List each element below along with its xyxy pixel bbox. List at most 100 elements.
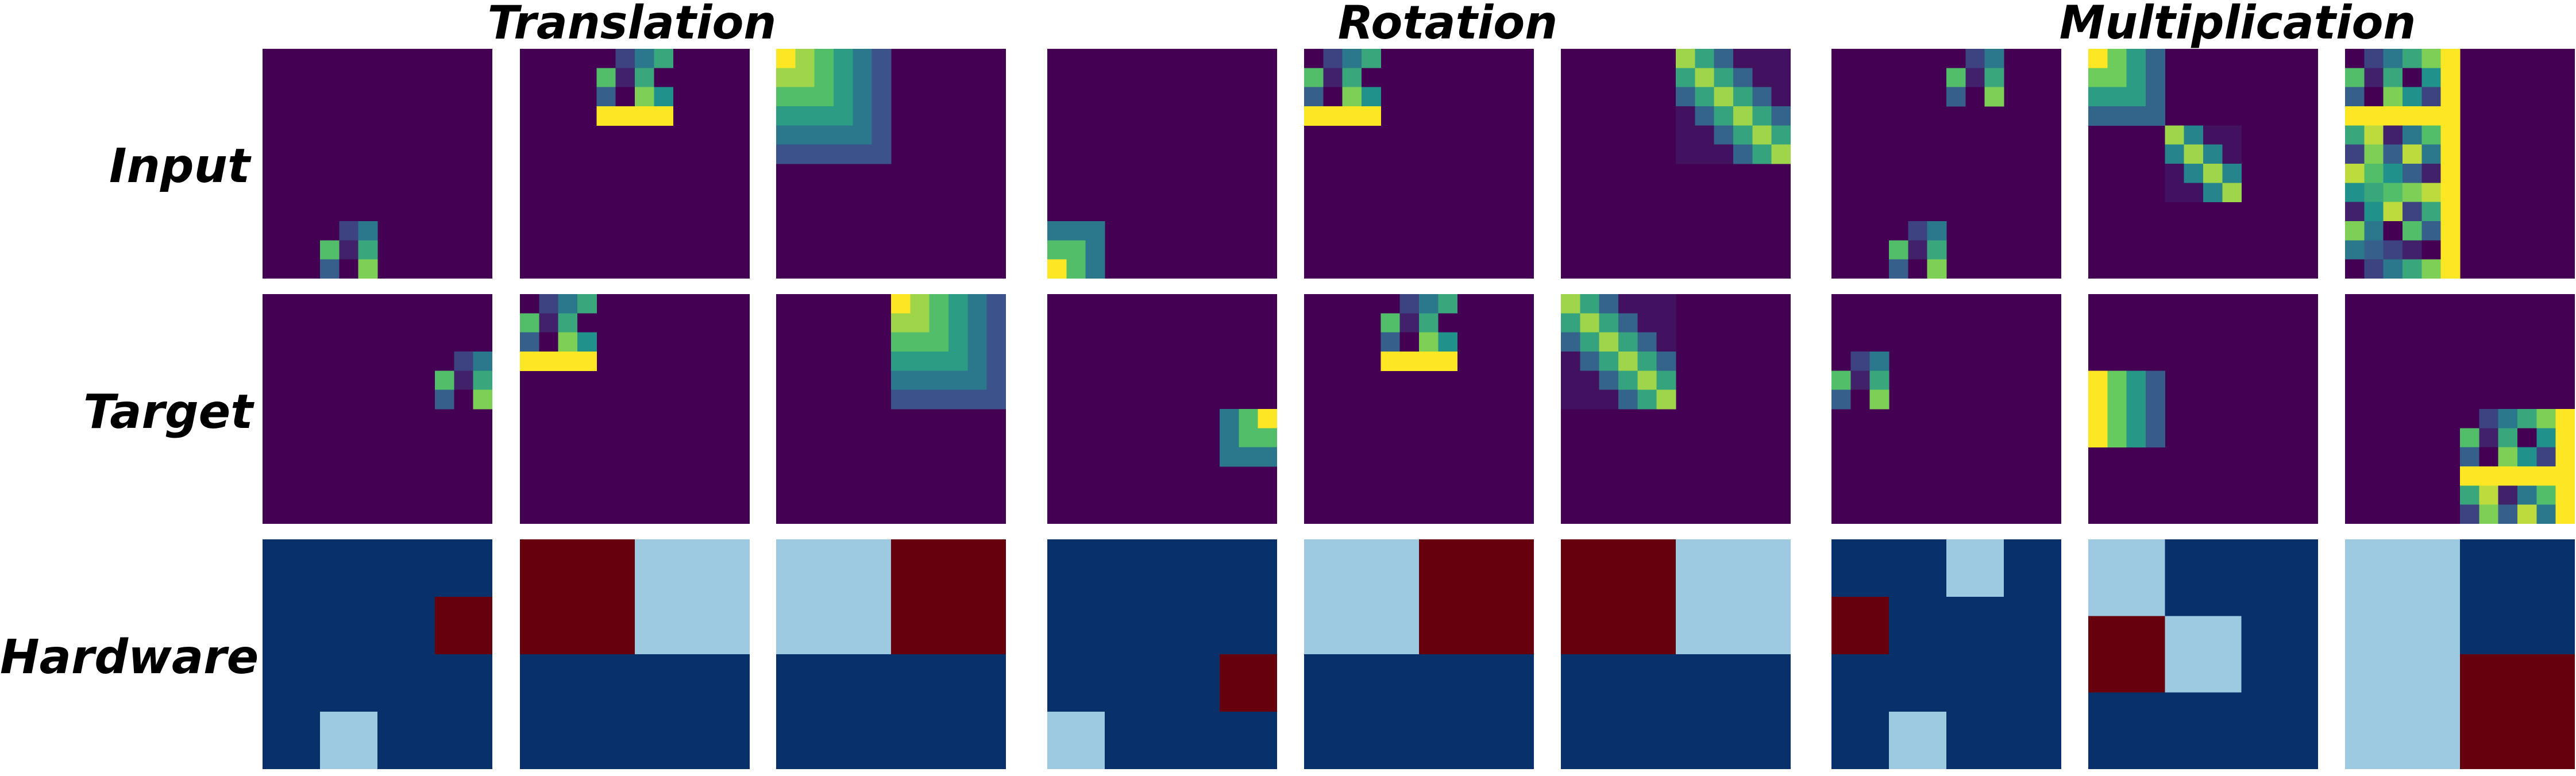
heatmap-cell: [2126, 370, 2146, 391]
heatmap-cell: [520, 332, 539, 352]
heatmap-cell: [1304, 87, 1324, 107]
panel-target-translation-1: [263, 294, 492, 524]
heatmap-cell: [1419, 332, 1439, 352]
hardware-cell: [1889, 597, 1947, 655]
heatmap-cell: [1850, 389, 1871, 410]
heatmap-cell: [1676, 106, 1695, 126]
heatmap-cell: [1561, 370, 1580, 391]
heatmap-cell: [1580, 389, 1600, 410]
hardware-cell: [263, 712, 321, 769]
hardware-cell: [2460, 654, 2575, 769]
heatmap-cell: [454, 370, 474, 391]
heatmap-cell: [2383, 125, 2403, 145]
heatmap-cell: [1984, 87, 2004, 107]
heatmap-cell: [1239, 409, 1259, 428]
heatmap-cell: [539, 313, 559, 333]
heatmap-cell: [1438, 352, 1458, 371]
heatmap-cell: [320, 240, 340, 260]
hardware-heatmap: [2088, 539, 2318, 769]
heatmap-cell: [1752, 87, 1772, 107]
heatmap-cell: [635, 87, 654, 107]
heatmap-cell: [635, 106, 654, 126]
heatmap-cell: [454, 352, 474, 371]
heatmap-cell: [654, 68, 674, 88]
heatmap-cell: [2421, 164, 2442, 183]
heatmap-cell: [2364, 144, 2384, 164]
heatmap-cell: [891, 294, 911, 314]
panel-target-rotation-2: [1304, 294, 1534, 524]
heatmap-cell: [948, 332, 968, 352]
heatmap-cell: [2146, 370, 2165, 391]
heatmap-cell: [1965, 49, 1985, 68]
hardware-cell: [377, 712, 435, 769]
panel-target-rotation-1: [1047, 294, 1277, 524]
heatmap-cell: [1733, 144, 1753, 164]
heatmap-cell: [2146, 87, 2165, 107]
heatmap-cell: [2345, 49, 2365, 68]
heatmap-cell: [2555, 447, 2575, 467]
heatmap-cell: [1927, 259, 1947, 279]
heatmap-cell: [1637, 389, 1657, 410]
heatmap-cell: [1695, 106, 1715, 126]
hardware-cell: [1561, 539, 1676, 655]
panel-input-rotation-3: [1561, 49, 1791, 279]
target-heatmap: [263, 294, 492, 524]
heatmap-cell: [2126, 428, 2146, 448]
hardware-cell: [2241, 616, 2318, 693]
heatmap-cell: [910, 294, 930, 314]
heatmap-cell: [1399, 332, 1420, 352]
hardware-cell: [320, 539, 378, 597]
heatmap-cell: [1419, 352, 1439, 371]
heatmap-cell: [2107, 49, 2127, 68]
heatmap-cell: [986, 389, 1006, 410]
heatmap-cell: [2421, 106, 2442, 126]
input-heatmap: [2088, 49, 2318, 279]
heatmap-cell: [2460, 428, 2479, 448]
heatmap-cell: [1580, 313, 1600, 333]
hardware-cell: [1105, 597, 1163, 655]
heatmap-cell: [2403, 87, 2422, 107]
panel-target-multiplication-1: [1831, 294, 2061, 524]
heatmap-cell: [635, 68, 654, 88]
hardware-cell: [377, 539, 435, 597]
heatmap-cell: [2517, 485, 2537, 505]
heatmap-cell: [834, 125, 853, 145]
heatmap-cell: [2421, 221, 2442, 241]
heatmap-cell: [1889, 240, 1908, 260]
target-heatmap: [1831, 294, 2061, 524]
hardware-cell: [2345, 654, 2461, 769]
heatmap-cell: [1695, 125, 1715, 145]
heatmap-cell: [1438, 294, 1458, 314]
hardware-cell: [320, 597, 378, 655]
heatmap-cell: [2403, 221, 2422, 241]
heatmap-cell: [2383, 106, 2403, 126]
heatmap-cell: [1771, 87, 1791, 107]
heatmap-cell: [814, 68, 834, 88]
panel-input-translation-3: [776, 49, 1006, 279]
heatmap-cell: [2088, 68, 2108, 88]
heatmap-cell: [986, 332, 1006, 352]
heatmap-cell: [539, 352, 559, 371]
heatmap-cell: [2536, 447, 2556, 467]
heatmap-cell: [520, 294, 539, 314]
heatmap-cell: [2460, 466, 2479, 486]
heatmap-cell: [967, 370, 988, 391]
heatmap-cell: [2517, 409, 2537, 428]
hardware-cell: [2004, 539, 2061, 597]
heatmap-cell: [2440, 259, 2461, 279]
heatmap-cell: [615, 68, 635, 88]
heatmap-cell: [615, 87, 635, 107]
heatmap-cell: [1733, 68, 1753, 88]
heatmap-cell: [2536, 485, 2556, 505]
heatmap-cell: [1637, 352, 1657, 371]
heatmap-cell: [871, 49, 892, 68]
hardware-cell: [263, 654, 321, 712]
heatmap-cell: [1869, 389, 1889, 410]
panel-input-multiplication-1: [1831, 49, 2061, 279]
heatmap-cell: [1085, 259, 1105, 279]
row-label-input: Input: [109, 139, 250, 194]
heatmap-cell: [2403, 202, 2422, 222]
heatmap-cell: [1637, 370, 1657, 391]
heatmap-cell: [596, 87, 616, 107]
heatmap-cell: [1752, 49, 1772, 68]
